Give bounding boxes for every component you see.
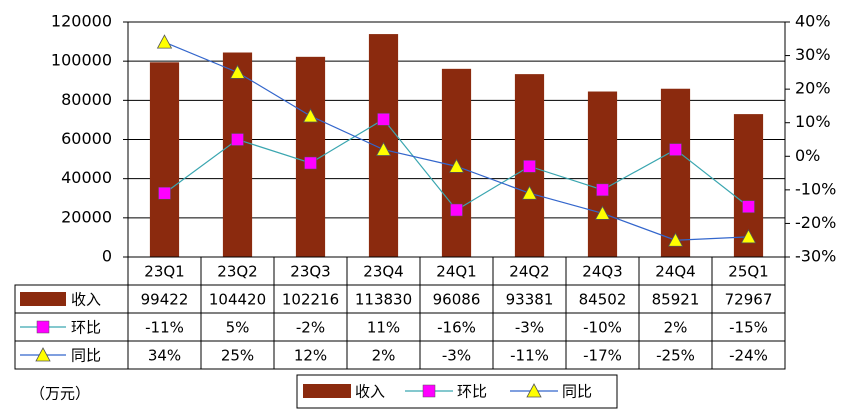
y-tick-label: 20000 — [61, 207, 112, 226]
table-value: -15% — [729, 319, 768, 337]
marker — [231, 133, 244, 146]
legend-label: 收入 — [355, 383, 385, 401]
marker — [521, 185, 538, 200]
marker — [448, 158, 465, 173]
table-value: 104420 — [209, 291, 266, 309]
y-tick-label: 120000 — [51, 12, 112, 31]
y2-tick-label: -10% — [795, 179, 836, 198]
table-value: 102216 — [282, 291, 339, 309]
legend-label: 环比 — [457, 383, 487, 401]
table-value: -2% — [296, 319, 325, 337]
table-value: 25% — [221, 347, 254, 365]
legend-swatch — [422, 384, 436, 398]
y2-tick-label: -30% — [795, 247, 836, 266]
bar — [660, 88, 691, 258]
marker — [740, 229, 757, 244]
marker — [158, 186, 171, 200]
table-value: 99422 — [141, 291, 189, 309]
table-value: -11% — [145, 319, 184, 337]
x-tick-label: 24Q4 — [655, 263, 695, 281]
table-row-name: 收入 — [71, 291, 101, 309]
x-tick-label: 24Q3 — [582, 263, 622, 281]
table-value: 84502 — [579, 291, 627, 309]
y-tick-label: 60000 — [61, 129, 112, 148]
y2-tick-label: 10% — [795, 112, 831, 131]
y2-tick-label: -20% — [795, 213, 836, 232]
bar — [222, 52, 253, 257]
marker — [302, 108, 319, 123]
y-tick-label: 80000 — [61, 90, 112, 109]
table-value: -17% — [583, 347, 622, 365]
x-tick-label: 23Q3 — [290, 263, 330, 281]
bar — [587, 91, 618, 258]
table-value: -3% — [515, 319, 544, 337]
x-tick-label: 25Q1 — [728, 263, 768, 281]
table-value: 96086 — [433, 291, 481, 309]
y2-tick-label: 20% — [795, 79, 831, 98]
table-row-name: 同比 — [71, 347, 101, 365]
table-value: 5% — [226, 319, 250, 337]
marker — [229, 64, 246, 79]
table-value: 85921 — [652, 291, 700, 309]
y-tick-label: 40000 — [61, 168, 112, 187]
legend-label: 同比 — [562, 383, 592, 401]
marker — [667, 232, 684, 247]
table-value: 12% — [294, 347, 327, 365]
table-value: -10% — [583, 319, 622, 337]
marker — [594, 205, 611, 220]
unit-label: （万元） — [30, 385, 90, 403]
marker — [375, 141, 392, 156]
marker — [156, 34, 173, 49]
y-tick-label: 100000 — [51, 51, 112, 70]
table-value: -11% — [510, 347, 549, 365]
marker — [742, 200, 755, 213]
table-value: 2% — [664, 319, 688, 337]
table-value: 72967 — [725, 291, 773, 309]
marker — [669, 143, 682, 156]
table-value: 34% — [148, 347, 181, 365]
x-tick-label: 23Q4 — [363, 263, 403, 281]
y2-tick-label: 40% — [795, 12, 831, 31]
table-value: 113830 — [355, 291, 412, 309]
y2-tick-label: 30% — [795, 45, 831, 64]
table-value: 93381 — [506, 291, 554, 309]
table-value: -25% — [656, 347, 695, 365]
legend-swatch — [303, 384, 351, 398]
x-tick-label: 23Q1 — [144, 263, 184, 281]
y2-tick-label: 0% — [795, 146, 820, 165]
table-value: 2% — [372, 347, 396, 365]
legend-box — [296, 374, 618, 409]
table-value: -24% — [729, 347, 768, 365]
legend-swatch — [35, 347, 51, 362]
table-value: 11% — [367, 319, 400, 337]
table-value: -3% — [442, 347, 471, 365]
marker — [450, 203, 463, 217]
bar — [149, 62, 180, 257]
legend-swatch — [526, 383, 542, 398]
legend-swatch — [20, 292, 66, 306]
marker — [304, 156, 317, 170]
legend-swatch — [36, 320, 50, 334]
x-tick-label: 24Q2 — [509, 263, 549, 281]
marker — [596, 183, 609, 197]
x-tick-label: 24Q1 — [436, 263, 476, 281]
marker — [523, 160, 536, 173]
marker — [377, 113, 390, 126]
y-tick-label: 0 — [102, 247, 112, 266]
table-value: -16% — [437, 319, 476, 337]
x-tick-label: 23Q2 — [217, 263, 257, 281]
table-row-name: 环比 — [71, 319, 101, 337]
